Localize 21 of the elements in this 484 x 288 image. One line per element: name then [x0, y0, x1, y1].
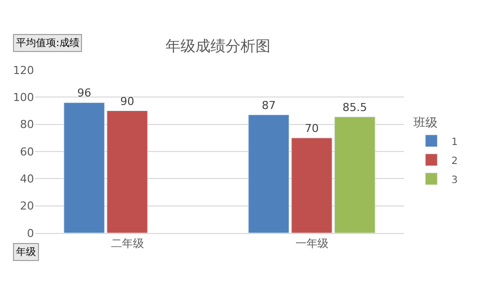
- data-label: 87: [262, 98, 276, 112]
- y-tick-label: 100: [13, 91, 34, 104]
- y-tick-label: 80: [20, 118, 34, 132]
- data-label: 85.5: [342, 100, 368, 114]
- x-tick-label: 一年级: [295, 237, 328, 250]
- y-tick-label: 40: [20, 172, 34, 186]
- y-tick-label: 60: [20, 145, 34, 158]
- x-tick-label: 二年级: [110, 237, 144, 250]
- legend-label: 1: [451, 136, 458, 148]
- y-tick-label: 0: [27, 226, 34, 240]
- y-tick-label: 20: [20, 200, 34, 213]
- legend-title: 班级: [413, 115, 438, 130]
- legend-label: 2: [451, 156, 458, 167]
- data-label: 90: [120, 94, 134, 108]
- legend-label: 3: [451, 174, 458, 186]
- chart-title: 年级成绩分析图: [165, 36, 270, 55]
- data-label: 70: [304, 122, 319, 135]
- y-tick-label: 120: [13, 64, 34, 77]
- text: 年级: [16, 246, 36, 258]
- data-label: 96: [77, 86, 92, 100]
- text: 平均值项:成绩: [16, 37, 80, 49]
